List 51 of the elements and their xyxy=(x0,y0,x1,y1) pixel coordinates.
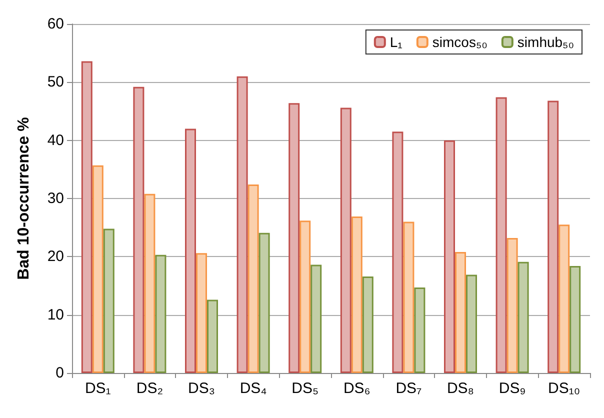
bar xyxy=(103,228,114,373)
y-tick-label: 0 xyxy=(56,364,64,382)
x-tick-label: DS₄ xyxy=(240,380,267,397)
bar xyxy=(248,184,259,373)
bar xyxy=(403,222,414,373)
x-tick-label: DS₆ xyxy=(343,380,370,397)
bar xyxy=(310,264,322,373)
bar xyxy=(506,238,518,373)
y-tick-label: 60 xyxy=(47,16,64,32)
bar xyxy=(155,254,166,373)
x-tick-label: DS₂ xyxy=(136,380,164,397)
y-tick-label: 40 xyxy=(47,132,64,149)
bar xyxy=(392,132,404,373)
bar xyxy=(258,232,270,373)
bar xyxy=(81,61,92,373)
bar xyxy=(236,76,248,373)
bar xyxy=(185,128,196,373)
bar xyxy=(288,103,300,373)
bar xyxy=(351,216,362,373)
y-tick-label: 50 xyxy=(47,74,64,91)
bar xyxy=(444,140,455,373)
bar xyxy=(207,300,218,373)
y-tick-label: 20 xyxy=(47,248,64,266)
x-tick-label: DS₃ xyxy=(188,380,215,397)
x-tick-label: DS₁₀ xyxy=(548,380,580,397)
bar xyxy=(340,108,352,373)
y-tick-label: 10 xyxy=(47,306,64,324)
legend-label: L₁ xyxy=(390,34,403,50)
x-tick-label: DS₈ xyxy=(446,380,474,397)
bar xyxy=(548,100,559,373)
bar xyxy=(496,97,507,373)
x-tick-label: DS₅ xyxy=(292,380,319,397)
bar xyxy=(144,194,156,373)
bar xyxy=(362,276,374,373)
bar xyxy=(518,262,529,373)
x-tick-label: DS₁ xyxy=(84,380,111,397)
bar xyxy=(92,165,104,373)
legend-label: simhub₅₀ xyxy=(517,34,574,50)
x-tick-label: DS₉ xyxy=(498,380,526,397)
bar xyxy=(558,224,570,373)
legend-label: simcos₅₀ xyxy=(432,34,488,50)
bar xyxy=(570,266,581,373)
bar xyxy=(414,287,426,373)
bar xyxy=(455,252,466,373)
bar xyxy=(300,220,311,373)
x-tick-label: DS₇ xyxy=(396,380,422,397)
bar xyxy=(196,253,207,373)
bar xyxy=(466,274,477,373)
bar xyxy=(133,86,144,373)
y-tick-label: 30 xyxy=(47,190,64,207)
y-axis-title: Bad 10-occurrence % xyxy=(16,117,32,280)
